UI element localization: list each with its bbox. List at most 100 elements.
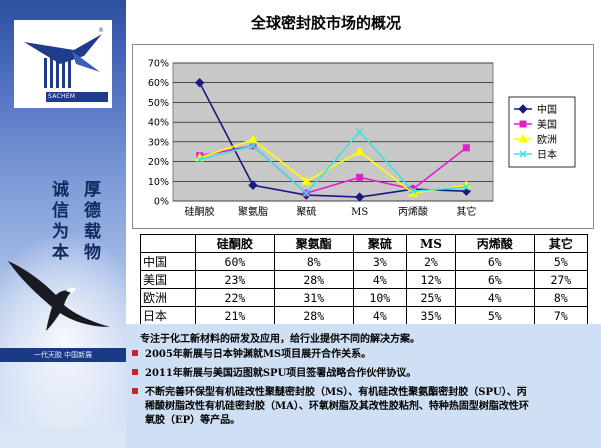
table-cell: 2% xyxy=(405,252,456,271)
table-cell: 22% xyxy=(195,288,275,307)
bullet-item: 2005年新展与日本钟渊就MS项目展开合作关系。 xyxy=(132,348,592,362)
table-header-cell xyxy=(140,234,196,253)
table-row: 中国 60% 8% 3% 2% 6% 5% xyxy=(140,252,589,271)
data-point xyxy=(248,134,258,144)
table-row: 美国 23% 28% 4% 12% 6% 27% xyxy=(140,270,589,289)
left-decorative-panel: ® SACHEM 厚德载物 诚信为本 一代天胶 中国新展 xyxy=(0,0,126,448)
x-tick-label: 聚氨脂 xyxy=(238,205,268,218)
table-header-row: 硅酮胶 聚氨酯 聚硫 MS 丙烯酸 其它 xyxy=(140,234,589,253)
series-line xyxy=(199,138,467,194)
x-tick-label: 丙烯酸 xyxy=(398,205,428,218)
data-point xyxy=(519,120,527,128)
series-line xyxy=(198,82,467,198)
table-header-cell: MS xyxy=(405,234,456,253)
description-intro: 专注于化工新材料的研发及应用，给行业提供不同的解决方案。 xyxy=(140,334,420,345)
description-panel: 专注于化工新材料的研发及应用，给行业提供不同的解决方案。 2005年新展与日本钟… xyxy=(126,324,601,448)
table-cell: 4% xyxy=(454,288,535,307)
x-tick-label: 聚硫 xyxy=(296,205,316,218)
data-point xyxy=(196,156,204,164)
table-row-label: 日本 xyxy=(140,306,196,325)
table-cell: 4% xyxy=(352,306,407,325)
table-cell: 28% xyxy=(273,270,354,289)
bullet-item: 不断完善环保型有机硅改性聚醚密封胶（MS）、有机硅改性聚氨酯密封胶（SPU）、丙… xyxy=(132,386,592,428)
table-cell: 5% xyxy=(454,306,535,325)
line-chart: 0% 10% 20% 30% 40% 50% 60% 70% 硅酮胶 聚氨脂 聚硫 MS 丙烯酸 其它 中国… xyxy=(148,59,576,218)
y-tick-label: 0% xyxy=(154,197,169,208)
table-cell: 6% xyxy=(454,270,535,289)
table-cell: 6% xyxy=(454,252,535,271)
bullet-text: 不断完善环保型有机硅改性聚醚密封胶（MS）、有机硅改性聚氨酯密封胶（SPU）、丙 xyxy=(145,387,527,398)
data-point xyxy=(249,142,257,150)
data-point xyxy=(518,133,528,143)
page-title: 全球密封胶市场的概况 xyxy=(250,14,401,32)
y-tick-label: 40% xyxy=(148,118,169,129)
table-cell: 7% xyxy=(533,306,589,325)
table-cell: 21% xyxy=(195,306,275,325)
table-row-label: 美国 xyxy=(140,270,196,289)
bullet-text: 2011年新展与美国迈图就SPU项目签署战略合作伙伴协议。 xyxy=(145,368,417,379)
y-tick-label: 10% xyxy=(148,177,169,188)
logo-bird-icon: ® xyxy=(24,27,104,88)
table-cell: 3% xyxy=(352,252,407,271)
table-cell: 28% xyxy=(273,306,354,325)
bullet-text-continued: 氧胶（EP）等产品。 xyxy=(145,415,241,426)
mist-overlay xyxy=(0,230,126,430)
data-point xyxy=(302,189,310,197)
table-row: 日本 21% 28% 4% 35% 5% 7% xyxy=(140,306,589,325)
data-point xyxy=(519,150,527,158)
svg-text:®: ® xyxy=(98,27,104,34)
table-cell: 25% xyxy=(405,288,456,307)
table-row: 欧洲 22% 31% 10% 25% 4% 8% xyxy=(140,288,589,307)
y-tick-label: 60% xyxy=(148,78,169,89)
data-point xyxy=(356,128,364,136)
main-content: 全球密封胶市场的概况 0% 10% 20% 30% 40% 50% 60% 70% 硅酮胶 聚氨脂… xyxy=(126,0,601,448)
table-header-cell: 聚氨酯 xyxy=(273,234,354,253)
x-tick-label: 其它 xyxy=(456,205,476,218)
x-tick-label: MS xyxy=(351,207,368,218)
legend-label: 中国 xyxy=(537,103,557,116)
data-point xyxy=(248,180,258,190)
table-cell: 5% xyxy=(533,252,589,271)
table-header-cell: 丙烯酸 xyxy=(454,234,535,253)
sidebar-footer-text: 一代天胶 中国新展 xyxy=(0,348,126,362)
table-cell: 8% xyxy=(273,252,354,271)
table-cell: 10% xyxy=(352,288,407,307)
data-point xyxy=(194,78,205,88)
table-header-cell: 其它 xyxy=(533,234,589,253)
table-cell: 8% xyxy=(533,288,589,307)
bullet-text: 2005年新展与日本钟渊就MS项目展开合作关系。 xyxy=(145,349,372,360)
y-tick-label: 20% xyxy=(148,157,169,168)
bullet-marker-icon xyxy=(132,388,138,394)
chart-frame: 0% 10% 20% 30% 40% 50% 60% 70% 硅酮胶 聚氨脂 聚硫 MS 丙烯酸 其它 中国… xyxy=(132,44,594,229)
y-tick-label: 70% xyxy=(148,59,169,70)
data-point xyxy=(356,173,364,181)
motto-column-left: 诚信为本 xyxy=(48,180,68,264)
y-tick-label: 30% xyxy=(148,137,169,148)
motto-column-right: 厚德载物 xyxy=(80,180,100,264)
series-line xyxy=(199,130,467,195)
table-cell: 60% xyxy=(195,252,275,271)
logo-text: SACHEM xyxy=(46,92,108,102)
company-logo: ® SACHEM xyxy=(14,20,112,108)
market-share-table: 硅酮胶 聚氨酯 聚硫 MS 丙烯酸 其它 中国 60% 8% 3% 2% 6% … xyxy=(140,234,589,325)
table-cell: 23% xyxy=(195,270,275,289)
legend-label: 日本 xyxy=(537,148,557,161)
table-cell: 35% xyxy=(405,306,456,325)
legend-label: 欧洲 xyxy=(537,134,557,146)
data-point xyxy=(301,176,312,185)
table-cell: 27% xyxy=(533,270,589,289)
data-point xyxy=(462,144,470,152)
x-tick-label: 硅酮胶 xyxy=(185,205,215,218)
bullet-marker-icon xyxy=(132,350,138,356)
legend-label: 美国 xyxy=(537,118,557,131)
table-row-label: 欧洲 xyxy=(140,288,196,307)
data-point xyxy=(354,146,365,156)
table-header-cell: 聚硫 xyxy=(352,234,407,253)
data-point xyxy=(518,104,528,114)
y-tick-label: 50% xyxy=(148,98,169,109)
table-cell: 4% xyxy=(352,270,407,289)
table-cell: 31% xyxy=(273,288,354,307)
bullet-text-continued: 稀酸树脂改性有机硅密封胶（MA）、环氧树脂及其改性胶粘剂、特种热固型树脂改性环 xyxy=(145,401,529,412)
eagle-icon xyxy=(8,261,110,331)
table-row-label: 中国 xyxy=(140,252,196,271)
